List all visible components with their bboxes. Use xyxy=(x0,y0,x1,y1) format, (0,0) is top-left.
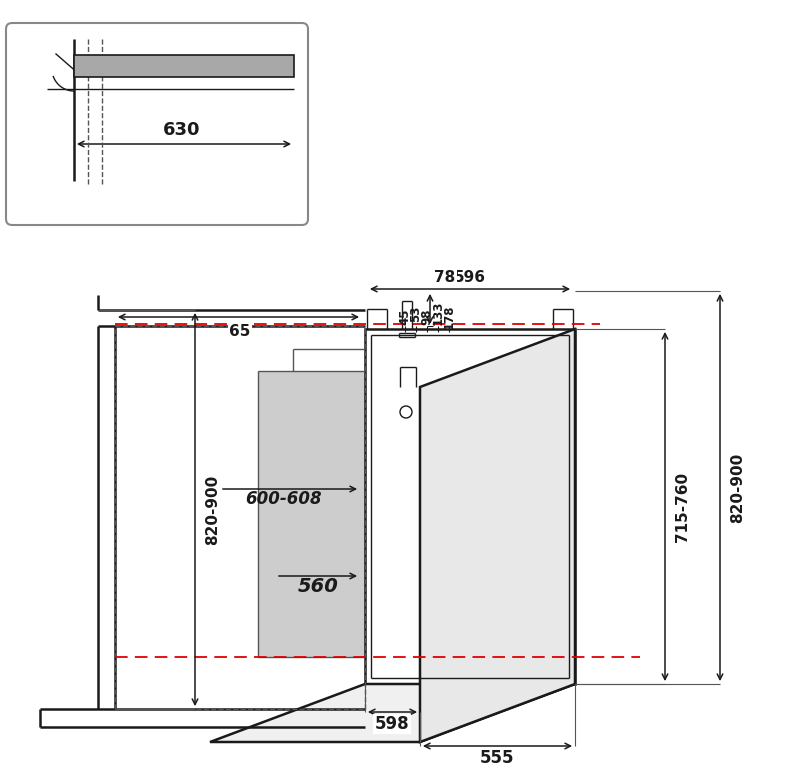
Polygon shape xyxy=(210,684,575,742)
Text: 178: 178 xyxy=(442,305,455,329)
Text: 78: 78 xyxy=(434,270,456,285)
Bar xyxy=(365,329,575,684)
Text: 600-608: 600-608 xyxy=(245,490,322,508)
Bar xyxy=(74,55,294,77)
Text: 53: 53 xyxy=(410,306,422,322)
Polygon shape xyxy=(420,329,575,742)
Text: 598: 598 xyxy=(374,715,410,733)
FancyBboxPatch shape xyxy=(6,23,308,225)
Text: 820-900: 820-900 xyxy=(730,453,746,523)
Text: 820-900: 820-900 xyxy=(206,475,221,545)
Text: 555: 555 xyxy=(480,749,514,767)
Text: 45: 45 xyxy=(398,309,411,325)
Text: 65: 65 xyxy=(230,324,250,339)
Text: 715-760: 715-760 xyxy=(675,472,690,542)
Text: 596: 596 xyxy=(454,270,486,285)
Text: 630: 630 xyxy=(163,121,201,139)
Bar xyxy=(258,371,365,657)
Text: 133: 133 xyxy=(431,301,445,325)
Text: 560: 560 xyxy=(298,576,338,596)
Text: 98: 98 xyxy=(421,309,434,325)
